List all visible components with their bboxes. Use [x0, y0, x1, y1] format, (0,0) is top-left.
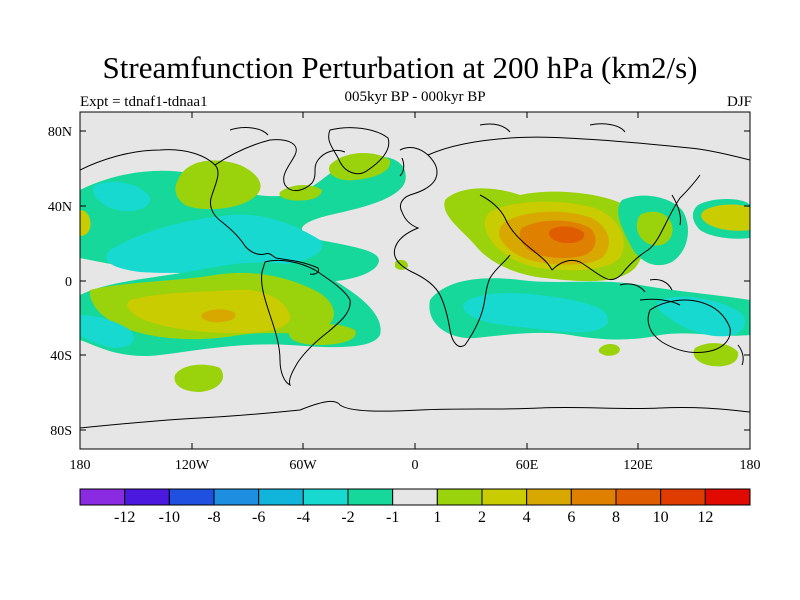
colorbar-swatch	[526, 488, 572, 506]
colorbar-label: -6	[252, 509, 265, 526]
lon-label: 60E	[516, 458, 539, 473]
lon-label: 180	[70, 458, 91, 473]
colorbar-swatch	[392, 488, 438, 506]
lat-label: 80N	[48, 125, 72, 140]
colorbar-swatch	[124, 488, 170, 506]
coast-australia	[647, 299, 731, 353]
colorbar-label: 8	[612, 509, 620, 526]
contour-cyan-pacific-north	[93, 181, 151, 212]
colorbar-swatch	[660, 488, 706, 506]
colorbar-label: -4	[297, 509, 310, 526]
lon-label: 120W	[175, 458, 210, 473]
colorbar-swatch	[436, 488, 483, 506]
lat-labels: 80N 40N 0 40S 80S	[48, 125, 72, 439]
colorbar-swatch	[258, 488, 304, 506]
coast-north-america	[80, 139, 346, 275]
colorbar-labels: -12 -10 -8 -6 -4 -2 -1 1 2 4 6 8 10 12	[114, 509, 713, 526]
colorbar-swatch	[481, 488, 528, 506]
chart-title: Streamfunction Perturbation at 200 hPa (…	[102, 50, 698, 85]
coast-indonesia	[619, 279, 681, 306]
colorbar	[79, 488, 751, 506]
coast-arctic-islands	[229, 123, 626, 136]
colorbar-swatch	[704, 488, 751, 506]
contour-cyan-atlantic	[106, 214, 323, 273]
lon-label: 60W	[289, 458, 317, 473]
chart-subtitle: 005kyr BP - 000kyr BP	[344, 89, 486, 105]
contour-south-lime-small	[174, 364, 224, 392]
lat-label: 0	[65, 275, 72, 290]
contour-indian-ocean-cyan	[463, 293, 609, 333]
lon-labels: 180 120W 60W 0 60E 120E 180	[70, 458, 761, 473]
coast-new-zealand	[737, 344, 744, 366]
colorbar-swatch	[347, 488, 394, 506]
contour-australia-cyan	[656, 296, 746, 337]
lon-label: 180	[740, 458, 761, 473]
contour-east-asia-lime	[636, 211, 673, 246]
coastlines	[80, 123, 750, 429]
contour-asia-dark-orange	[548, 226, 585, 244]
coast-uk	[399, 157, 405, 177]
colorbar-label: 12	[697, 509, 713, 526]
colorbar-label: 1	[433, 509, 441, 526]
experiment-label: Expt = tdnaf1-tdnaa1	[80, 94, 208, 110]
lon-label: 120E	[623, 458, 653, 473]
contour-lime-atlantic	[279, 184, 322, 201]
lon-label: 0	[412, 458, 419, 473]
coast-antarctica	[80, 400, 750, 429]
contour-aus-south-lime	[693, 343, 739, 367]
contour-lime-greenland	[329, 153, 391, 181]
lat-label: 40N	[48, 200, 72, 215]
colorbar-swatch	[79, 488, 126, 506]
coast-asia	[427, 136, 750, 281]
colorbar-label: -10	[159, 509, 180, 526]
colorbar-label: -8	[207, 509, 220, 526]
contour-southern-ocean-lime	[289, 324, 356, 345]
colorbar-swatch	[615, 488, 662, 506]
colorbar-swatch	[570, 488, 617, 506]
coast-greenland	[328, 127, 390, 175]
contour-small-lime-sa	[598, 343, 620, 356]
colorbar-swatch	[213, 488, 260, 506]
axis-ticks	[79, 112, 751, 449]
colorbar-label: 4	[523, 509, 531, 526]
colorbar-swatch	[302, 488, 349, 506]
coast-europe-africa	[393, 147, 511, 347]
contour-pacific-yellow	[701, 204, 750, 231]
colorbar-label: 6	[567, 509, 575, 526]
lat-label: 40S	[50, 349, 72, 364]
colorbar-label: -12	[114, 509, 135, 526]
coast-japan	[671, 194, 681, 226]
contour-south-gold	[201, 309, 236, 323]
colorbar-label: 2	[478, 509, 486, 526]
season-label: DJF	[726, 94, 752, 110]
colorbar-label: 10	[653, 509, 669, 526]
contour-left-edge-yellow	[80, 210, 91, 236]
contour-fills	[80, 153, 750, 392]
contour-lime-canada	[175, 160, 261, 210]
colorbar-label: -1	[386, 509, 399, 526]
coast-south-america	[261, 259, 351, 387]
colorbar-swatch	[168, 488, 215, 506]
colorbar-label: -2	[341, 509, 354, 526]
contour-south-cyan	[80, 315, 135, 348]
lat-label: 80S	[50, 424, 72, 439]
